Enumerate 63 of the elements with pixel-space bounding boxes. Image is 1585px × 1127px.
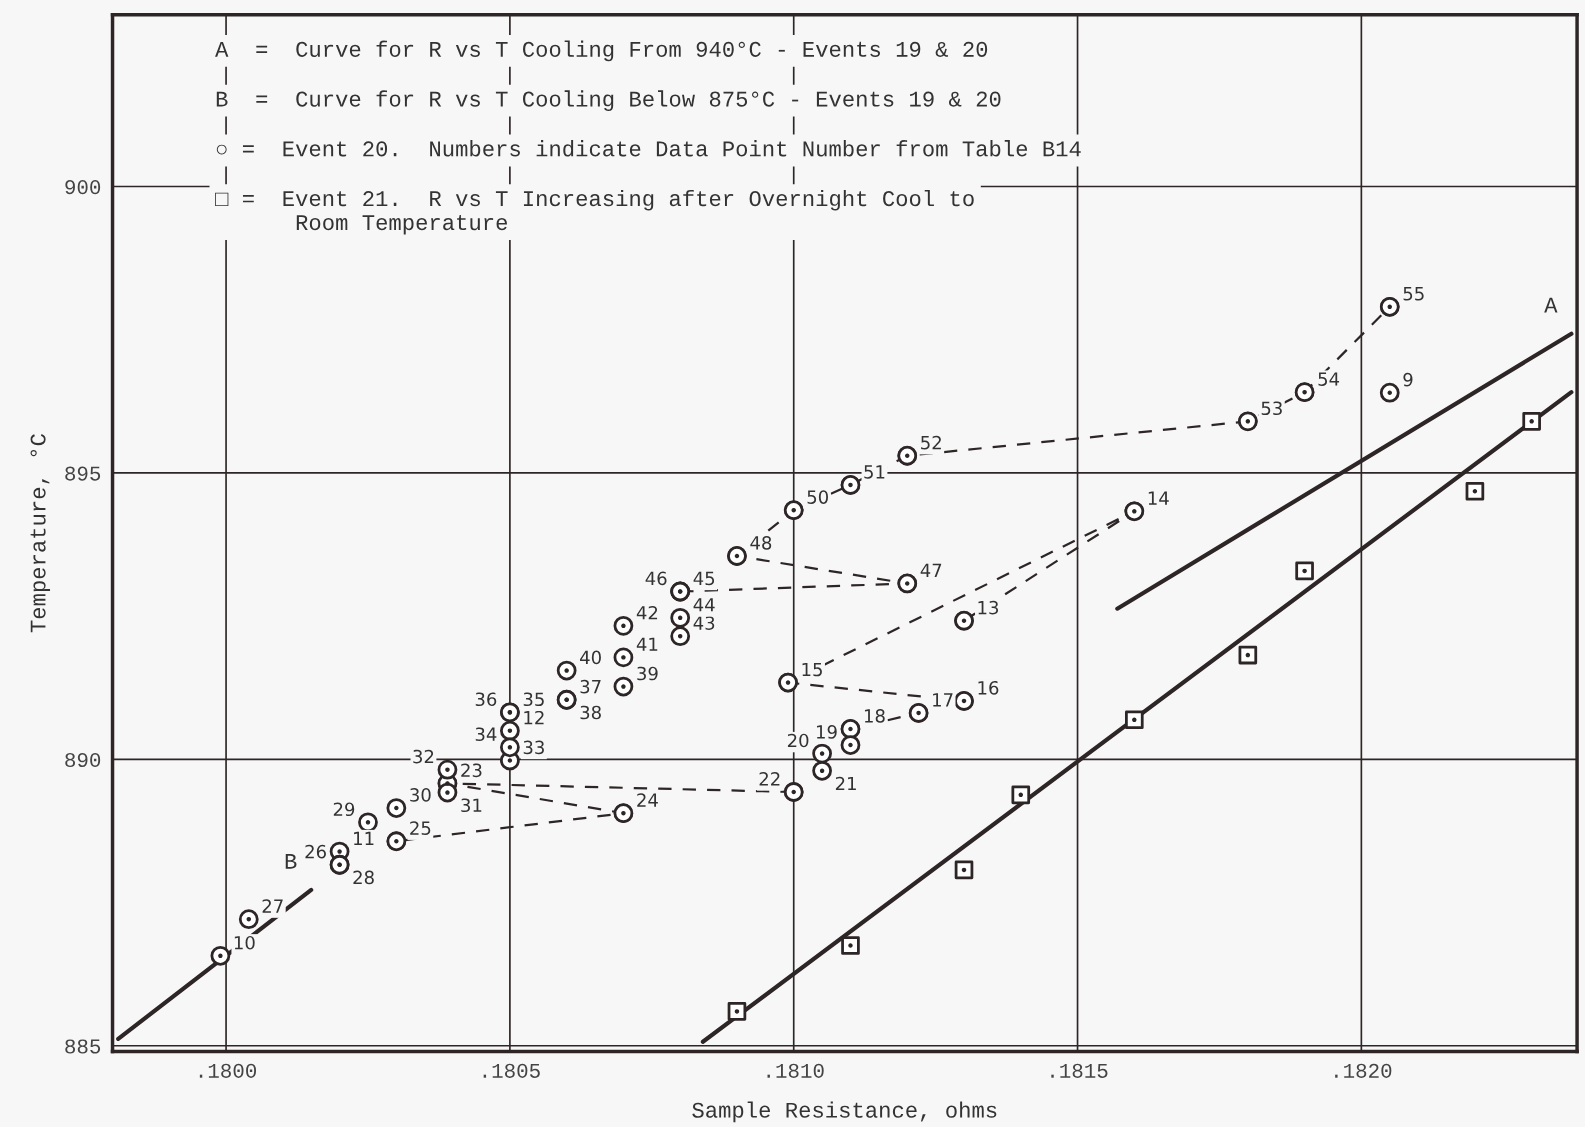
annotation: 42	[636, 605, 658, 620]
annotation: 31	[461, 798, 482, 813]
annotation: B = Curve for R vs T Cooling Below 875°C - Events 19 & 20	[216, 90, 1001, 112]
annotation: □ = Event 21. R vs T Increasing after Overnight Cool to Room Temperature	[215, 189, 974, 235]
annotation: 36	[475, 692, 497, 707]
annotation: 20	[787, 733, 809, 748]
annotation: 38	[580, 705, 601, 720]
annotation: 44	[693, 598, 715, 612]
annotation: 28	[353, 870, 374, 885]
annotation: 33	[523, 740, 544, 755]
x-tick-label: .1800	[199, 1063, 257, 1078]
annotation: 53	[1261, 401, 1282, 416]
annotation: 40	[580, 650, 601, 665]
annotation: 47	[920, 563, 942, 577]
annotation: 34	[475, 727, 497, 742]
x-axis-title: Sample Resistance, ohms	[692, 1101, 997, 1123]
annotation: 54	[1318, 372, 1340, 386]
annotation: 52	[921, 435, 941, 450]
y-tick-label: 885	[65, 1039, 101, 1054]
annotation: 21	[835, 776, 856, 791]
annotation: 45	[693, 571, 715, 586]
annotation: 10	[234, 935, 255, 950]
x-tick-label: .1810	[767, 1063, 824, 1078]
y-tick-label: 900	[65, 180, 101, 195]
annotation: 18	[864, 709, 885, 723]
annotation: 41	[636, 637, 658, 651]
annotation: 29	[333, 802, 355, 817]
annotation: 19	[816, 725, 837, 739]
annotation: 15	[802, 662, 822, 677]
annotation: 9	[1403, 372, 1413, 387]
annotation: 46	[645, 571, 667, 586]
series-label: A	[1544, 297, 1558, 313]
annotation: 39	[637, 666, 658, 681]
annotation: 48	[750, 536, 772, 550]
y-tick-label: 890	[65, 752, 101, 768]
annotation: 37	[580, 679, 601, 694]
annotation: 27	[262, 899, 283, 913]
annotation: 50	[807, 490, 828, 504]
annotation: 13	[978, 600, 999, 615]
annotation: 35	[523, 692, 544, 707]
annotation: 22	[759, 772, 780, 786]
annotation: 12	[524, 710, 544, 725]
x-tick-label: .1805	[483, 1063, 540, 1078]
annotation: ○ = Event 20. Numbers indicate Data Point Number from Table B14	[216, 140, 1081, 157]
annotation: 23	[461, 763, 482, 778]
annotation: 17	[933, 693, 953, 707]
annotation: 32	[413, 749, 434, 764]
y-axis-title: Temperature, °C	[30, 434, 51, 633]
x-tick-label: .1815	[1051, 1063, 1108, 1078]
annotation: A = Curve for R vs T Cooling From 940°C - Events 19 & 20	[215, 40, 988, 62]
series-label: B	[285, 854, 297, 869]
annotation: 25	[410, 821, 431, 835]
annotation: 11	[354, 831, 374, 846]
annotation: 51	[864, 465, 885, 479]
x-tick-label: .1820	[1335, 1063, 1392, 1078]
annotation: 24	[637, 793, 658, 807]
annotation: 26	[305, 844, 326, 859]
annotation: 14	[1148, 491, 1169, 505]
y-tick-label: 895	[65, 466, 101, 481]
annotation: 30	[410, 788, 431, 802]
annotation: 55	[1403, 287, 1424, 301]
annotation: 43	[693, 616, 715, 630]
annotation: 16	[978, 680, 999, 695]
